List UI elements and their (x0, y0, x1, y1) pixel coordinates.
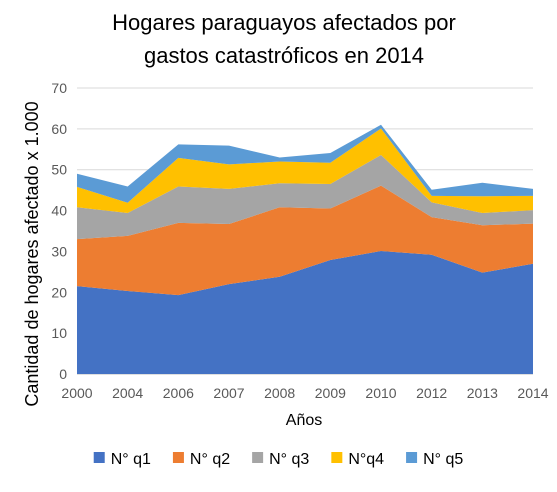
legend: N° q1 N° q2 N° q3 N°q4 N° q5 (93, 451, 463, 468)
legend-swatch (331, 452, 343, 463)
legend-label: N° q1 (111, 451, 151, 468)
chart-title: Hogares paraguayos afectados por gastos … (112, 10, 456, 68)
legend-swatch (172, 452, 184, 463)
x-axis-label: Años (286, 412, 322, 429)
x-tick-label: 2013 (467, 385, 498, 401)
area-series-group (77, 124, 533, 374)
chart-title-line-2: gastos catastróficos en 2014 (144, 43, 424, 68)
legend-item: N° q2 (172, 451, 230, 468)
y-tick-label: 20 (51, 284, 67, 300)
area-series (77, 128, 533, 214)
x-axis-ticks: 2000 2004 2006 2007 2008 2009 2010 2012 2013 2014 (61, 385, 548, 401)
x-tick-label: 2014 (517, 385, 548, 401)
legend-item: N° q5 (406, 451, 463, 468)
x-tick-label: 2007 (213, 385, 244, 401)
legend-label: N°q4 (348, 451, 384, 468)
legend-swatch (252, 452, 264, 463)
legend-label: N° q3 (269, 451, 309, 468)
y-tick-label: 30 (51, 243, 67, 259)
legend-label: N° q2 (190, 451, 230, 468)
x-tick-label: 2000 (61, 385, 92, 401)
y-tick-label: 50 (51, 162, 67, 178)
x-tick-label: 2010 (365, 385, 396, 401)
x-tick-label: 2012 (416, 385, 447, 401)
legend-label: N° q5 (423, 451, 463, 468)
y-tick-label: 70 (51, 80, 67, 96)
area-series (77, 155, 533, 240)
area-series (77, 124, 533, 203)
legend-item: N° q1 (93, 451, 151, 468)
y-tick-label: 60 (51, 121, 67, 137)
x-tick-label: 2009 (315, 385, 346, 401)
y-tick-label: 40 (51, 203, 67, 219)
area-series (77, 185, 533, 296)
y-tick-label: 0 (59, 366, 67, 382)
x-tick-label: 2008 (264, 385, 295, 401)
legend-item: N°q4 (331, 451, 384, 468)
legend-item: N° q3 (252, 451, 309, 468)
y-tick-label: 10 (51, 325, 67, 341)
area-series (77, 251, 533, 374)
x-tick-label: 2006 (163, 385, 194, 401)
y-axis-ticks: 0 10 20 30 40 50 60 70 (51, 80, 67, 382)
y-axis-label: Cantidad de hogares afectado x 1.000 (22, 101, 42, 406)
x-tick-label: 2004 (112, 385, 143, 401)
legend-swatch (93, 452, 105, 463)
chart-title-line-1: Hogares paraguayos afectados por (112, 10, 456, 35)
legend-swatch (406, 452, 418, 463)
